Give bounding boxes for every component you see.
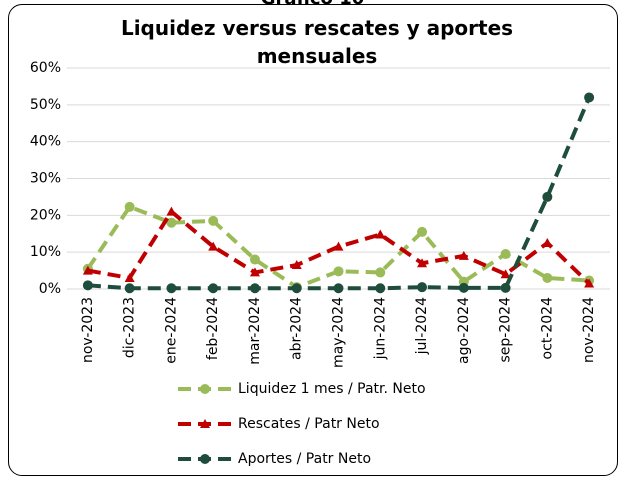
marker — [124, 201, 135, 212]
x-tick-label: sep-2024 — [498, 297, 514, 363]
x-tick-label: jun-2024 — [372, 297, 388, 360]
x-tick-label: feb-2024 — [205, 297, 221, 360]
marker — [542, 237, 553, 247]
marker — [249, 283, 260, 294]
y-tick-label: 40% — [30, 134, 61, 150]
marker — [584, 92, 595, 103]
caption: Gráfico 10 — [0, 0, 625, 9]
marker — [375, 267, 386, 278]
marker — [542, 191, 553, 202]
marker — [249, 254, 260, 265]
marker — [333, 241, 344, 251]
x-tick-label: ago-2024 — [456, 297, 472, 364]
y-tick-label: 20% — [30, 207, 61, 223]
legend-label: Rescates / Patr Neto — [238, 416, 380, 432]
marker — [333, 283, 344, 294]
chart-title: Liquidez versus rescates y aportes mensu… — [120, 16, 514, 68]
marker — [500, 282, 511, 293]
x-tick-label: may-2024 — [331, 297, 347, 368]
marker — [458, 282, 469, 293]
marker — [458, 250, 469, 260]
marker — [375, 283, 386, 294]
marker — [291, 260, 302, 270]
marker — [375, 229, 386, 239]
marker — [500, 269, 511, 279]
x-tick-label: dic-2023 — [122, 297, 138, 358]
marker — [417, 282, 428, 293]
marker — [291, 283, 302, 294]
marker — [584, 278, 595, 288]
x-tick-label: ene-2024 — [163, 297, 179, 364]
marker — [124, 272, 135, 282]
marker — [200, 454, 210, 464]
legend-label: Aportes / Patr Neto — [238, 451, 371, 467]
marker — [208, 241, 219, 251]
x-tick-label: jul-2024 — [414, 297, 430, 355]
marker — [124, 283, 135, 294]
y-tick-label: 50% — [30, 97, 61, 113]
y-tick-label: 10% — [30, 244, 61, 260]
marker — [82, 265, 93, 275]
x-tick-label: abr-2024 — [289, 297, 305, 360]
marker — [542, 272, 553, 283]
marker — [166, 206, 177, 216]
marker — [249, 267, 260, 277]
marker — [166, 283, 177, 294]
y-tick-label: 30% — [30, 171, 61, 187]
x-tick-label: nov-2024 — [581, 297, 597, 363]
y-tick-label: 0% — [39, 281, 61, 297]
marker — [200, 419, 210, 428]
marker — [82, 280, 93, 291]
marker — [417, 226, 428, 237]
series-line — [87, 96, 591, 291]
marker — [500, 249, 511, 260]
marker — [200, 384, 210, 394]
marker — [333, 266, 344, 277]
legend-label: Liquidez 1 mes / Patr. Neto — [238, 381, 426, 397]
marker — [208, 283, 219, 294]
chart-frame — [8, 4, 618, 476]
y-tick-label: 60% — [30, 60, 61, 76]
x-tick-label: oct-2024 — [539, 297, 555, 360]
marker — [208, 215, 219, 226]
marker — [417, 258, 428, 268]
marker — [166, 217, 177, 228]
x-tick-label: nov-2023 — [80, 297, 96, 363]
x-tick-label: mar-2024 — [247, 297, 263, 365]
